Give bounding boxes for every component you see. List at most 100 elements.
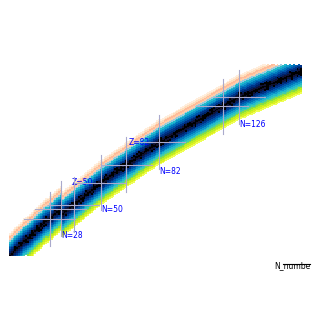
Bar bbox=[9, 244, 11, 245]
Bar bbox=[22, 251, 23, 253]
Bar bbox=[209, 104, 211, 106]
Bar bbox=[158, 134, 160, 136]
Bar bbox=[58, 231, 60, 233]
Bar bbox=[231, 117, 233, 118]
Bar bbox=[175, 134, 176, 136]
Bar bbox=[29, 221, 31, 223]
Bar bbox=[182, 143, 184, 145]
Bar bbox=[16, 244, 18, 245]
Bar bbox=[120, 150, 122, 151]
Bar bbox=[49, 209, 51, 211]
Bar bbox=[207, 125, 209, 126]
Bar bbox=[276, 66, 278, 68]
Bar bbox=[236, 84, 238, 86]
Bar bbox=[229, 120, 231, 121]
Bar bbox=[155, 136, 156, 138]
Bar bbox=[178, 138, 180, 140]
Bar bbox=[280, 100, 282, 102]
Bar bbox=[200, 129, 202, 131]
Bar bbox=[78, 207, 80, 209]
Bar bbox=[82, 200, 84, 202]
Bar bbox=[268, 84, 269, 86]
Bar bbox=[162, 123, 164, 125]
Bar bbox=[80, 178, 82, 180]
Bar bbox=[260, 80, 262, 82]
Bar bbox=[271, 73, 273, 75]
Bar bbox=[11, 236, 12, 238]
Bar bbox=[52, 214, 54, 216]
Bar bbox=[258, 104, 260, 106]
Bar bbox=[147, 134, 149, 136]
Bar bbox=[205, 122, 207, 124]
Bar bbox=[42, 222, 44, 224]
Bar bbox=[280, 71, 282, 73]
Bar bbox=[255, 88, 257, 89]
Bar bbox=[40, 238, 42, 240]
Bar bbox=[195, 126, 196, 128]
Bar bbox=[153, 167, 155, 169]
Bar bbox=[175, 136, 176, 138]
Bar bbox=[100, 189, 102, 191]
Bar bbox=[251, 89, 253, 91]
Bar bbox=[75, 212, 76, 213]
Bar bbox=[102, 182, 104, 184]
Bar bbox=[173, 155, 175, 157]
Bar bbox=[171, 140, 173, 142]
Bar bbox=[251, 113, 253, 115]
Bar bbox=[169, 137, 171, 139]
Bar bbox=[202, 108, 204, 110]
Bar bbox=[145, 137, 147, 139]
Bar bbox=[120, 157, 122, 159]
Bar bbox=[260, 65, 262, 67]
Bar bbox=[262, 99, 264, 101]
Bar bbox=[266, 83, 268, 85]
Bar bbox=[104, 188, 105, 190]
Bar bbox=[251, 93, 253, 95]
Bar bbox=[22, 226, 23, 228]
Bar bbox=[165, 140, 167, 141]
Bar bbox=[12, 231, 14, 233]
Bar bbox=[193, 100, 195, 102]
Bar bbox=[111, 171, 113, 172]
Bar bbox=[22, 235, 23, 236]
Bar bbox=[184, 133, 186, 134]
Bar bbox=[218, 93, 220, 95]
Bar bbox=[218, 120, 220, 122]
Bar bbox=[275, 70, 276, 72]
Bar bbox=[118, 169, 120, 171]
Bar bbox=[193, 102, 195, 104]
Bar bbox=[120, 173, 122, 175]
Bar bbox=[22, 233, 23, 235]
Bar bbox=[276, 97, 278, 99]
Bar bbox=[258, 102, 260, 104]
Bar bbox=[196, 133, 198, 135]
Bar bbox=[84, 192, 85, 193]
Bar bbox=[149, 162, 151, 164]
Bar bbox=[240, 83, 242, 84]
Bar bbox=[271, 93, 273, 95]
Bar bbox=[289, 86, 291, 88]
Bar bbox=[291, 85, 293, 87]
Bar bbox=[63, 224, 65, 226]
Bar bbox=[264, 108, 266, 109]
Bar bbox=[144, 146, 145, 148]
Bar bbox=[147, 129, 149, 131]
Bar bbox=[257, 100, 258, 101]
Bar bbox=[216, 116, 218, 118]
Bar bbox=[258, 66, 260, 68]
Bar bbox=[202, 124, 204, 126]
Bar bbox=[244, 79, 245, 81]
Bar bbox=[226, 122, 228, 124]
Bar bbox=[245, 100, 247, 102]
Bar bbox=[92, 206, 94, 208]
Bar bbox=[54, 205, 56, 207]
Bar bbox=[182, 132, 184, 134]
Bar bbox=[151, 168, 153, 170]
Bar bbox=[109, 161, 111, 163]
Bar bbox=[187, 125, 189, 127]
Bar bbox=[233, 77, 235, 79]
Bar bbox=[271, 101, 273, 102]
Bar bbox=[262, 101, 264, 103]
Bar bbox=[100, 169, 102, 171]
Bar bbox=[149, 153, 151, 155]
